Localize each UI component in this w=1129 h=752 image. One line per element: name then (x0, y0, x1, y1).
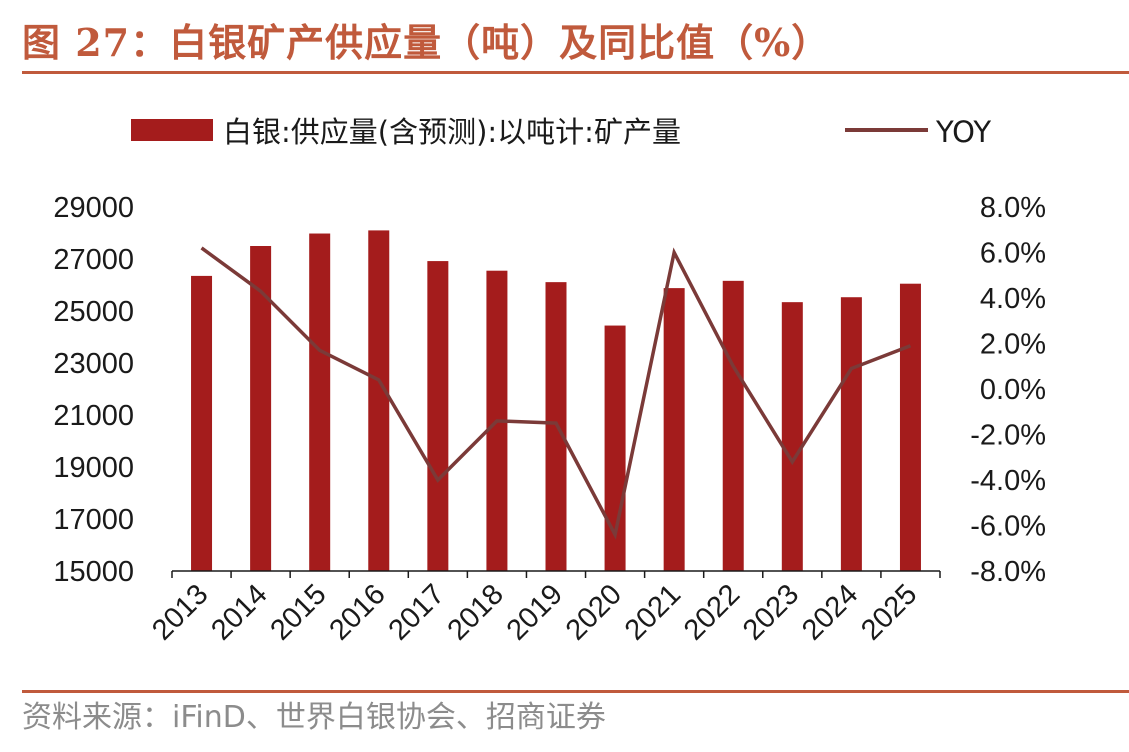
bar-2024 (840, 297, 862, 571)
bar-2016 (368, 230, 390, 571)
x-tick-label: 2018 (442, 578, 510, 646)
chart: 白银:供应量(含预测):以吨计:矿产量 YOY 2900027000250002… (53, 115, 1046, 647)
title-divider (22, 71, 1129, 74)
right-tick-label: -2.0% (970, 420, 1046, 452)
bar-2021 (663, 288, 685, 571)
x-tick-label: 2019 (501, 578, 569, 646)
x-tick-label: 2015 (264, 578, 332, 646)
source-divider (22, 690, 1129, 693)
left-tick-label: 23000 (53, 348, 134, 380)
right-tick-label: 2.0% (980, 329, 1046, 361)
left-tick-label: 25000 (53, 296, 134, 328)
bar-2015 (309, 233, 331, 571)
x-axis-ticks (171, 571, 941, 578)
right-tick-label: 0.0% (980, 374, 1046, 406)
right-tick-label: 4.0% (980, 283, 1046, 315)
left-axis: 29000 27000 25000 23000 21000 19000 17000 15000 (53, 192, 134, 588)
bar-2022 (722, 280, 744, 571)
x-tick-label: 2021 (619, 578, 687, 646)
x-tick-label: 2023 (737, 578, 805, 646)
right-tick-label: 8.0% (980, 192, 1046, 224)
right-tick-label: 6.0% (980, 238, 1046, 270)
bar-2014 (250, 246, 272, 571)
legend-bar-swatch (131, 119, 213, 141)
legend-line-label: YOY (935, 115, 991, 149)
x-tick-label: 2025 (855, 578, 923, 646)
bar-2013 (191, 275, 213, 571)
legend: 白银:供应量(含预测):以吨计:矿产量 YOY (131, 115, 991, 149)
bar-2023 (781, 302, 803, 571)
x-tick-label: 2014 (205, 578, 273, 646)
right-tick-label: -6.0% (970, 511, 1046, 543)
left-tick-label: 21000 (53, 400, 134, 432)
source-note: 资料来源：iFinD、世界白银协会、招商证券 (22, 700, 606, 735)
x-tick-label: 2020 (560, 578, 628, 646)
bar-2017 (427, 261, 449, 571)
x-tick-label: 2024 (796, 578, 864, 646)
chart-title: 图 27：白银矿产供应量（吨）及同比值（%） (22, 20, 831, 65)
x-tick-label: 2017 (383, 578, 451, 646)
left-tick-label: 19000 (53, 452, 134, 484)
bar-series (191, 230, 921, 571)
left-tick-label: 15000 (53, 556, 134, 588)
right-tick-label: -8.0% (970, 556, 1046, 588)
yoy-series (200, 246, 912, 540)
x-tick-label: 2013 (146, 578, 214, 646)
left-tick-label: 17000 (53, 504, 134, 536)
left-tick-label: 27000 (53, 244, 134, 276)
bar-2025 (899, 283, 921, 571)
x-tick-label: 2016 (323, 578, 391, 646)
right-axis: 8.0% 6.0% 4.0% 2.0% 0.0% -2.0% -4.0% -6.0% -8.0% (970, 192, 1046, 588)
left-tick-label: 29000 (53, 192, 134, 224)
x-axis-labels: 2013201420152016201720182019202020212022… (146, 578, 923, 646)
legend-bar-label: 白银:供应量(含预测):以吨计:矿产量 (223, 115, 681, 149)
x-tick-label: 2022 (678, 578, 746, 646)
right-tick-label: -4.0% (970, 465, 1046, 497)
